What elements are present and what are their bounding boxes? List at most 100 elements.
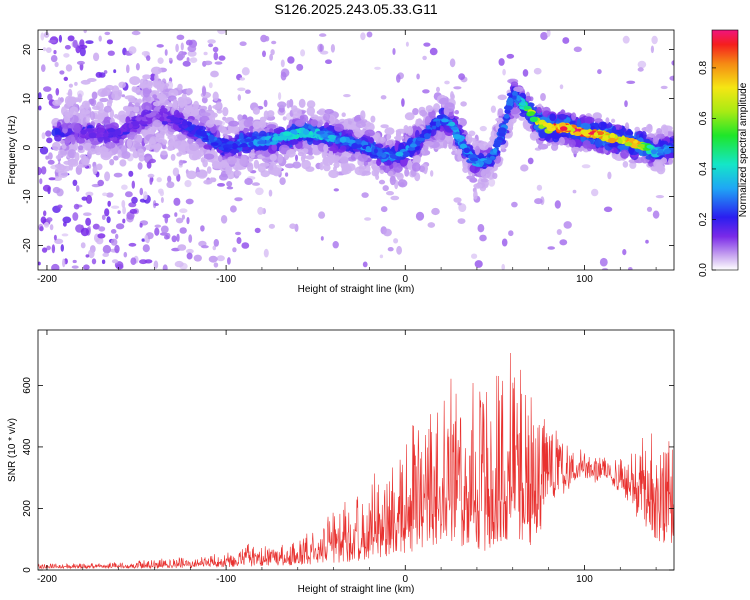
spectrogram-cell [474,260,483,268]
spectrogram-cell [593,132,599,137]
spectrogram-cell [60,150,68,156]
spectrogram-cell [201,96,208,104]
spectrogram-cell [365,146,371,151]
spectrogram-cell [219,173,228,181]
spectrogram-cell [240,143,248,148]
spectrogram-cell [378,136,386,144]
spectrogram-cell [231,142,238,150]
spectrogram-cell [186,170,197,180]
y-tick-label: 200 [22,500,33,517]
spectrogram-cell [102,133,109,138]
spectrogram-cell [422,89,430,94]
spectrogram-cell [178,50,186,60]
spectrogram-cell [277,101,287,109]
spectrogram-cell [545,135,551,142]
spectrogram-cell [333,188,339,192]
spectrogram-cell [266,124,277,129]
spectrogram-cell [656,133,666,139]
spectrogram-cell [225,165,232,175]
snr-y-label: SNR (10 * v/v) [7,418,18,482]
spectrogram-cell [436,114,444,119]
spectrogram-cell [149,90,160,97]
spectrogram-cell [188,142,200,152]
spectrogram-cell [206,166,212,174]
spectrogram-cell [404,168,410,177]
spectrogram-cell [660,157,668,164]
spectrogram-cell [124,106,135,112]
spectrogram-cell [651,35,658,45]
spectrogram-cell [392,161,398,167]
spectrogram-cell [157,57,164,64]
spectrogram-cell [628,267,633,270]
spectrogram-cell [237,94,241,101]
spectrogram-cell [557,113,567,120]
spectrogram-cell [269,128,274,133]
y-tick-label: -10 [22,189,33,204]
spectrogram-cell [105,141,116,149]
spectrogram-cell [602,267,608,270]
spectrogram-cell [478,141,490,151]
spectrogram-cell [83,212,92,216]
spectrogram-cell [581,164,591,169]
spectrogram-cell [218,154,223,163]
spectrogram-cell [656,148,665,153]
spectrogram-cell [413,155,421,164]
spectrogram-cell [78,145,84,151]
spectrogram-cell [134,142,142,150]
spectrogram-cell [103,105,112,113]
spectrogram-cell [373,148,378,154]
spectrogram-cell [285,172,289,177]
spectrogram-cell [323,144,329,153]
spectrogram-cell [355,120,366,129]
spectrogram-cell [79,47,86,57]
spectrogram-cell [405,41,409,47]
spectrogram-cell [94,146,102,156]
spectrogram-cell [334,155,341,162]
spectrogram-cell [62,216,72,224]
spectrogram-cell [361,170,371,176]
spectrogram-cell [203,51,208,56]
spectrogram-cell [559,126,568,131]
spectrogram-cell [208,82,213,89]
spectrogram-cell [129,208,138,214]
spectrogram-cell [160,225,169,234]
spectrogram-cell [172,167,180,177]
spectrogram-cell [114,244,120,254]
spectrogram-cell [223,147,229,151]
spectrogram-cell [239,77,246,81]
spectrogram-cell [317,108,327,116]
spectrogram-cell [203,153,215,160]
spectrogram-cell [294,119,305,127]
spectrogram-cell [63,160,72,165]
spectrogram-cell [257,140,266,145]
spectrogram-cell [91,258,97,265]
spectrogram-x-ticks: -200 -100 0 100 [37,30,657,285]
spectrogram-cell [58,170,69,178]
spectrogram-cell [416,73,420,80]
spectrogram-cell [41,132,46,140]
spectrogram-cell [373,166,381,174]
spectrogram-cell [80,242,86,249]
spectrogram-cell [53,234,57,241]
spectrogram-cell [277,154,284,164]
spectrogram-cell [505,122,513,128]
spectrogram-cell [637,60,647,69]
spectrogram-cell [519,102,527,106]
spectrogram-cell [573,131,582,136]
spectrogram-cell [207,39,216,44]
spectrogram-cell [107,50,115,56]
spectrogram-cell [390,195,400,201]
spectrogram-cell [45,47,52,53]
spectrogram-cell [480,178,488,183]
spectrogram-cell [63,221,67,227]
spectrogram-cell [358,165,367,170]
spectrogram-cell [167,146,174,152]
spectrogram-cell [264,35,270,42]
spectrogram-cell [343,94,351,98]
spectrogram-cell [379,169,385,174]
spectrogram-cell [177,244,187,251]
spectrogram-cell [52,99,62,106]
spectrogram-cell [202,86,207,97]
spectrogram-cell [213,262,219,268]
